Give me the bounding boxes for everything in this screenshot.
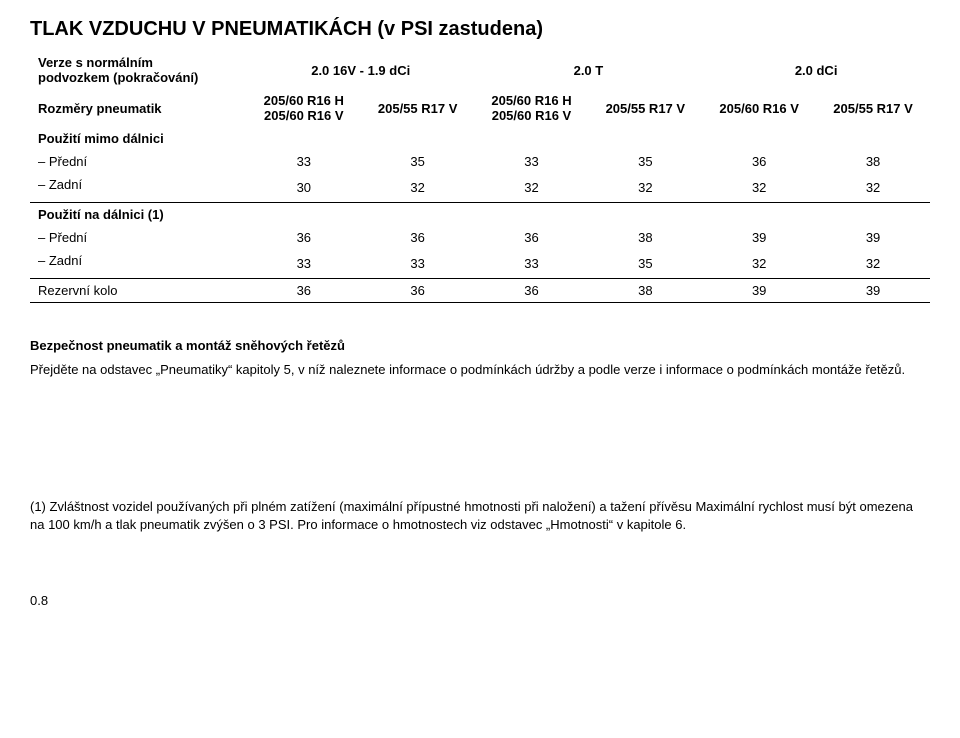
s1-r0-v5: 39 — [816, 226, 930, 249]
s0-r1-v4: 32 — [702, 173, 816, 203]
s1-r0-v3: 38 — [588, 226, 702, 249]
s0-r0-label: – Přední — [30, 150, 247, 173]
reserve-v0: 36 — [247, 279, 361, 303]
s0-r0-v2: 33 — [475, 150, 589, 173]
reserve-v3: 38 — [588, 279, 702, 303]
s1-r1-v5: 32 — [816, 249, 930, 279]
table-row: – Přední 33 35 33 35 36 38 — [30, 150, 930, 173]
reserve-v2: 36 — [475, 279, 589, 303]
tire-2-l1: 205/60 R16 H — [483, 93, 581, 108]
table-row: Použití mimo dálnici — [30, 127, 930, 150]
s1-r0-v1: 36 — [361, 226, 475, 249]
version-label-line2: podvozkem (pokračování) — [38, 70, 239, 85]
group-0: 2.0 16V - 1.9 dCi — [247, 51, 475, 89]
group-1: 2.0 T — [475, 51, 703, 89]
s0-r0-v5: 38 — [816, 150, 930, 173]
safety-text: Přejděte na odstavec „Pneumatiky“ kapito… — [30, 361, 930, 379]
s1-r1-label: – Zadní — [30, 249, 247, 279]
footnote-block: (1) Zvláštnost vozidel používaných při p… — [30, 498, 930, 533]
tire-4-l1: 205/60 R16 V — [710, 101, 808, 116]
page: TLAK VZDUCHU V PNEUMATIKÁCH (v PSI zastu… — [0, 0, 960, 626]
s1-r0-v0: 36 — [247, 226, 361, 249]
reserve-v5: 39 — [816, 279, 930, 303]
s1-r0-v4: 39 — [702, 226, 816, 249]
s0-r1-v1: 32 — [361, 173, 475, 203]
tire-5-l1: 205/55 R17 V — [824, 101, 922, 116]
footnote-text: (1) Zvláštnost vozidel používaných při p… — [30, 499, 913, 532]
tire-0-l1: 205/60 R16 H — [255, 93, 353, 108]
table-row: – Zadní 33 33 33 35 32 32 — [30, 249, 930, 279]
safety-block: Bezpečnost pneumatik a montáž sněhových … — [30, 337, 930, 378]
page-title: TLAK VZDUCHU V PNEUMATIKÁCH (v PSI zastu… — [30, 18, 930, 41]
header-row-tires: Rozměry pneumatik 205/60 R16 H 205/60 R1… — [30, 89, 930, 127]
s1-r1-v0: 33 — [247, 249, 361, 279]
s1-r1-v1: 33 — [361, 249, 475, 279]
s1-r0-v2: 36 — [475, 226, 589, 249]
s1-r1-v4: 32 — [702, 249, 816, 279]
safety-title: Bezpečnost pneumatik a montáž sněhových … — [30, 337, 930, 355]
s0-r0-v4: 36 — [702, 150, 816, 173]
s1-r1-v2: 33 — [475, 249, 589, 279]
version-label-line1: Verze s normálním — [38, 55, 239, 70]
pressure-table: Verze s normálním podvozkem (pokračování… — [30, 51, 930, 303]
table-row: – Zadní 30 32 32 32 32 32 — [30, 173, 930, 203]
tire-2-l2: 205/60 R16 V — [483, 108, 581, 123]
tire-3-l1: 205/55 R17 V — [596, 101, 694, 116]
s0-r1-v2: 32 — [475, 173, 589, 203]
section-0-title: Použití mimo dálnici — [30, 127, 247, 150]
reserve-v1: 36 — [361, 279, 475, 303]
tire-header-label: Rozměry pneumatik — [38, 101, 162, 116]
tire-1-l1: 205/55 R17 V — [369, 101, 467, 116]
s0-r1-v5: 32 — [816, 173, 930, 203]
section-1-title: Použití na dálnici (1) — [30, 203, 247, 227]
s0-r1-label: – Zadní — [30, 173, 247, 203]
s0-r0-v1: 35 — [361, 150, 475, 173]
reserve-label: Rezervní kolo — [30, 279, 247, 303]
s1-r1-v3: 35 — [588, 249, 702, 279]
s1-r0-label: – Přední — [30, 226, 247, 249]
s0-r1-v0: 30 — [247, 173, 361, 203]
s0-r0-v3: 35 — [588, 150, 702, 173]
table-row: – Přední 36 36 36 38 39 39 — [30, 226, 930, 249]
s0-r0-v0: 33 — [247, 150, 361, 173]
reserve-v4: 39 — [702, 279, 816, 303]
header-row-groups: Verze s normálním podvozkem (pokračování… — [30, 51, 930, 89]
page-number: 0.8 — [30, 593, 930, 608]
group-2: 2.0 dCi — [702, 51, 930, 89]
s0-r1-v3: 32 — [588, 173, 702, 203]
reserve-row: Rezervní kolo 36 36 36 38 39 39 — [30, 279, 930, 303]
tire-0-l2: 205/60 R16 V — [255, 108, 353, 123]
table-row: Použití na dálnici (1) — [30, 203, 930, 227]
